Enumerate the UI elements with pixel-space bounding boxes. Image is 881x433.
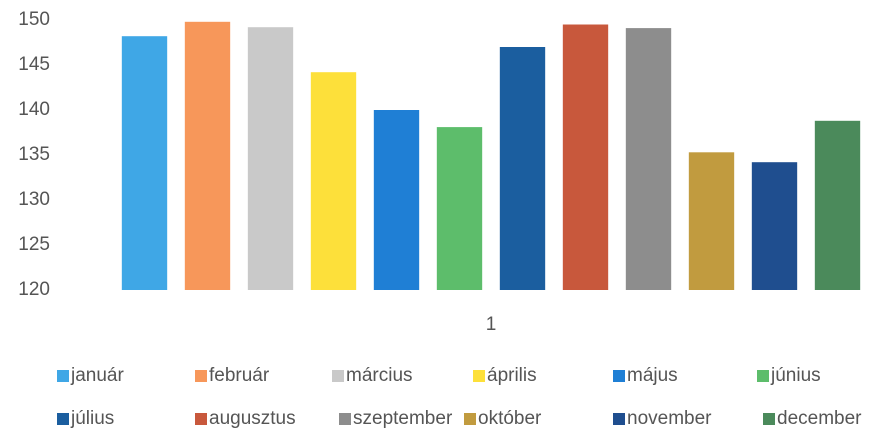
legend-swatch — [332, 370, 344, 382]
legend-label: január — [70, 365, 124, 386]
legend-swatch — [195, 413, 207, 425]
legend-label: november — [627, 408, 712, 429]
x-tick-label: 1 — [486, 314, 497, 335]
bar — [121, 36, 168, 291]
legend-label: december — [777, 408, 862, 429]
legend-swatch — [613, 370, 625, 382]
legend-label: július — [70, 408, 114, 429]
bar — [247, 27, 294, 290]
legend-label: június — [770, 365, 821, 386]
y-tick-label: 130 — [18, 189, 50, 210]
legend-swatch — [339, 413, 351, 425]
legend-label: október — [478, 408, 542, 429]
bar — [373, 110, 420, 290]
legend-swatch — [195, 370, 207, 382]
bar — [688, 152, 735, 290]
bar — [751, 162, 798, 290]
y-tick-label: 135 — [18, 144, 50, 165]
legend-swatch — [763, 413, 775, 425]
legend-label: február — [209, 365, 270, 386]
y-tick-label: 125 — [18, 234, 50, 255]
legend-label: augusztus — [209, 408, 296, 429]
legend-label: május — [627, 365, 678, 386]
legend-label: szeptember — [353, 408, 453, 429]
bar — [310, 72, 357, 290]
legend-swatch — [57, 370, 69, 382]
bar — [184, 21, 231, 291]
y-tick-label: 140 — [18, 99, 50, 120]
y-tick-label: 120 — [18, 279, 50, 300]
y-tick-label: 150 — [18, 9, 50, 30]
legend-label: március — [346, 365, 413, 386]
legend-label: április — [487, 365, 537, 386]
legend-swatch — [57, 413, 69, 425]
bar — [562, 24, 609, 290]
legend-swatch — [613, 413, 625, 425]
legend-swatch — [757, 370, 769, 382]
y-tick-label: 145 — [18, 54, 50, 75]
legend-swatch — [464, 413, 476, 425]
bar — [499, 47, 546, 290]
legend-swatch — [473, 370, 485, 382]
bar — [436, 127, 483, 290]
bar — [814, 120, 861, 290]
bar — [625, 28, 672, 290]
